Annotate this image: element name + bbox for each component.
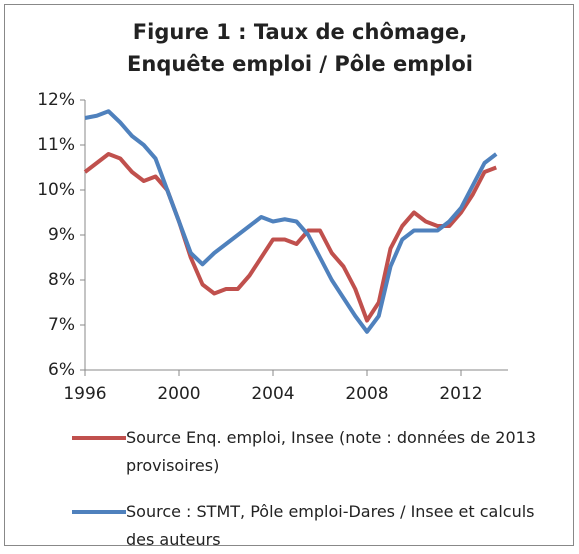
legend-swatch: [72, 510, 126, 514]
legend-entry: Source : STMT, Pôle emploi-Dares / Insee…: [72, 498, 567, 554]
y-tick-label: 9%: [48, 225, 75, 245]
x-tick-label: 2012: [439, 384, 482, 404]
series-line: [83, 152, 497, 323]
y-tick-label: 6%: [48, 360, 75, 380]
x-tick-label: 2004: [251, 384, 294, 404]
y-tick-label: 7%: [48, 315, 75, 335]
y-tick-label: 12%: [37, 90, 75, 110]
x-tick-label: 1996: [63, 384, 106, 404]
chart-title: Enquête emploi / Pôle emploi: [127, 52, 473, 76]
y-tick-label: 11%: [37, 135, 75, 155]
y-tick-label: 8%: [48, 270, 75, 290]
legend-entry: Source Enq. emploi, Insee (note : donnée…: [72, 424, 567, 480]
legend-label: Source Enq. emploi, Insee (note : donnée…: [126, 428, 537, 475]
chart-border: [4, 4, 574, 546]
legend-swatch: [72, 436, 126, 440]
chart-title: Figure 1 : Taux de chômage,: [133, 20, 467, 44]
x-tick-label: 2008: [345, 384, 388, 404]
x-tick-label: 2000: [157, 384, 200, 404]
y-tick-label: 10%: [37, 180, 75, 200]
legend-label: Source : STMT, Pôle emploi-Dares / Insee…: [126, 502, 535, 549]
series-line: [84, 109, 498, 334]
